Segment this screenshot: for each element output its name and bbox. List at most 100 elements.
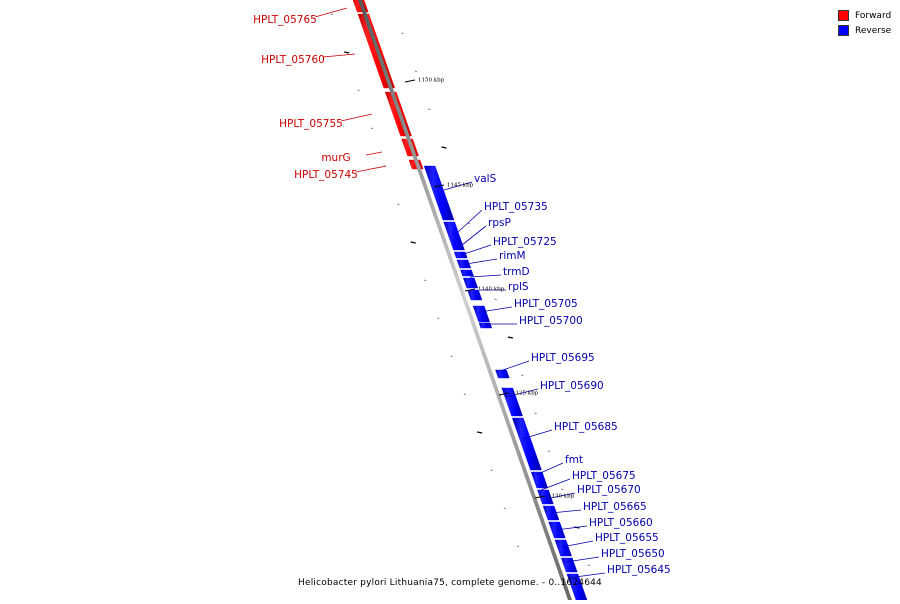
leader-line bbox=[535, 462, 564, 476]
leader-line bbox=[469, 274, 502, 278]
reverse-gene-label: HPLT_05675 bbox=[572, 470, 636, 482]
reverse-gene-label: HPLT_05685 bbox=[554, 421, 618, 433]
legend: Forward Reverse bbox=[838, 8, 891, 38]
tick-mark bbox=[357, 89, 360, 91]
leader-line bbox=[457, 209, 483, 233]
reverse-gene-block bbox=[423, 165, 455, 221]
reverse-gene-label: HPLT_05660 bbox=[589, 517, 653, 529]
reverse-gene-label: rplS bbox=[508, 281, 529, 293]
leader-line bbox=[561, 540, 594, 548]
tick-mark bbox=[414, 70, 417, 72]
reverse-gene-label: HPLT_05725 bbox=[493, 236, 557, 248]
tick-mark bbox=[344, 51, 350, 54]
leader-line bbox=[314, 7, 348, 18]
forward-gene-label: HPLT_05765 bbox=[253, 14, 317, 26]
leader-line bbox=[322, 53, 356, 58]
reverse-gene-label: HPLT_05705 bbox=[514, 298, 578, 310]
legend-reverse-label: Reverse bbox=[855, 25, 892, 36]
leader-line bbox=[565, 556, 600, 563]
reverse-gene-label: HPLT_05650 bbox=[601, 548, 665, 560]
reverse-gene-label: HPLT_05665 bbox=[583, 501, 647, 513]
forward-gene-label: murG bbox=[321, 152, 350, 164]
leader-line bbox=[340, 113, 373, 122]
tick-mark bbox=[423, 279, 427, 281]
reverse-gene-block bbox=[530, 471, 549, 489]
tick-mark bbox=[437, 317, 440, 319]
leader-line bbox=[550, 509, 582, 514]
tick-mark bbox=[454, 184, 457, 186]
tick-mark bbox=[521, 374, 524, 376]
leader-line bbox=[505, 388, 539, 398]
reverse-gene-block bbox=[554, 539, 572, 557]
leader-line bbox=[355, 165, 387, 173]
scale-tick bbox=[534, 495, 546, 499]
tick-mark bbox=[530, 583, 533, 585]
leader-line bbox=[499, 360, 530, 372]
gene-labels: HPLT_05765 HPLT_05760 HPLT_05755 murG HPLT_0… bbox=[253, 7, 671, 579]
legend-forward: Forward bbox=[838, 8, 891, 23]
backbone bbox=[358, 0, 572, 600]
reverse-gene-label: valS bbox=[474, 173, 497, 185]
scale-label: 1130 kbp bbox=[548, 494, 575, 500]
reverse-gene-block bbox=[453, 251, 468, 259]
tick-mark bbox=[490, 469, 493, 471]
tick-mark bbox=[410, 241, 416, 244]
reverse-gene-block bbox=[501, 387, 523, 417]
reverse-gene-block bbox=[472, 305, 490, 323]
tick-mark bbox=[450, 355, 453, 357]
reverse-gene-label: HPLT_05735 bbox=[484, 201, 548, 213]
tick-mark bbox=[428, 108, 431, 110]
reverse-gene-block bbox=[443, 221, 465, 251]
tick-mark bbox=[441, 146, 447, 149]
reverse-gene-label: HPLT_05690 bbox=[540, 380, 604, 392]
leader-line bbox=[479, 306, 513, 313]
reverse-gene-label: HPLT_05695 bbox=[531, 352, 595, 364]
forward-swatch bbox=[838, 10, 849, 21]
scale-tick bbox=[498, 392, 510, 396]
leader-line bbox=[465, 258, 498, 265]
reverse-gene-block bbox=[537, 489, 554, 505]
tick-mark bbox=[467, 222, 471, 224]
leader-line bbox=[365, 151, 383, 156]
reverse-gene-block bbox=[456, 259, 472, 269]
tick-mark bbox=[516, 545, 520, 547]
tick-mark bbox=[587, 564, 590, 566]
reverse-gene-block bbox=[467, 289, 483, 301]
legend-reverse: Reverse bbox=[838, 23, 891, 38]
scale-label: 1140 kbp bbox=[478, 287, 505, 293]
tick-mark bbox=[397, 203, 400, 205]
leader-line bbox=[463, 244, 492, 255]
leader-line bbox=[443, 181, 473, 191]
reverse-swatch bbox=[838, 25, 849, 36]
scale-label: 1135 kbp bbox=[512, 391, 539, 397]
reverse-gene-label: HPLT_05670 bbox=[577, 484, 641, 496]
forward-gene-label: HPLT_05745 bbox=[294, 169, 358, 181]
leader-line bbox=[555, 525, 588, 531]
forward-gene-label: HPLT_05755 bbox=[279, 118, 343, 130]
reverse-gene-label: HPLT_05645 bbox=[607, 564, 671, 576]
reverse-gene-label: rimM bbox=[499, 250, 526, 262]
scale-label: 1150 kbp bbox=[418, 78, 445, 84]
leader-line bbox=[461, 225, 487, 246]
reverse-gene-block bbox=[495, 369, 510, 379]
forward-gene-label: HPLT_05760 bbox=[261, 54, 325, 66]
reverse-gene-block bbox=[463, 277, 479, 289]
backbone-layer bbox=[358, 0, 572, 600]
scale-tick bbox=[433, 184, 445, 188]
tick-mark bbox=[503, 507, 506, 509]
tick-mark bbox=[463, 393, 467, 395]
tick-mark bbox=[494, 298, 497, 300]
reverse-gene-block bbox=[561, 557, 578, 573]
map-caption: Helicobacter pylori Lithuania75, complet… bbox=[298, 578, 602, 588]
leader-line bbox=[567, 572, 606, 579]
reverse-gene-block bbox=[512, 417, 542, 471]
leader-line bbox=[540, 478, 571, 491]
reverse-gene-label: HPLT_05700 bbox=[519, 315, 583, 327]
scale-tick bbox=[464, 288, 476, 292]
leader-line bbox=[545, 492, 576, 500]
reverse-gene-block bbox=[460, 269, 474, 277]
reverse-gene-label: HPLT_05655 bbox=[595, 532, 659, 544]
tick-mark bbox=[507, 336, 514, 339]
